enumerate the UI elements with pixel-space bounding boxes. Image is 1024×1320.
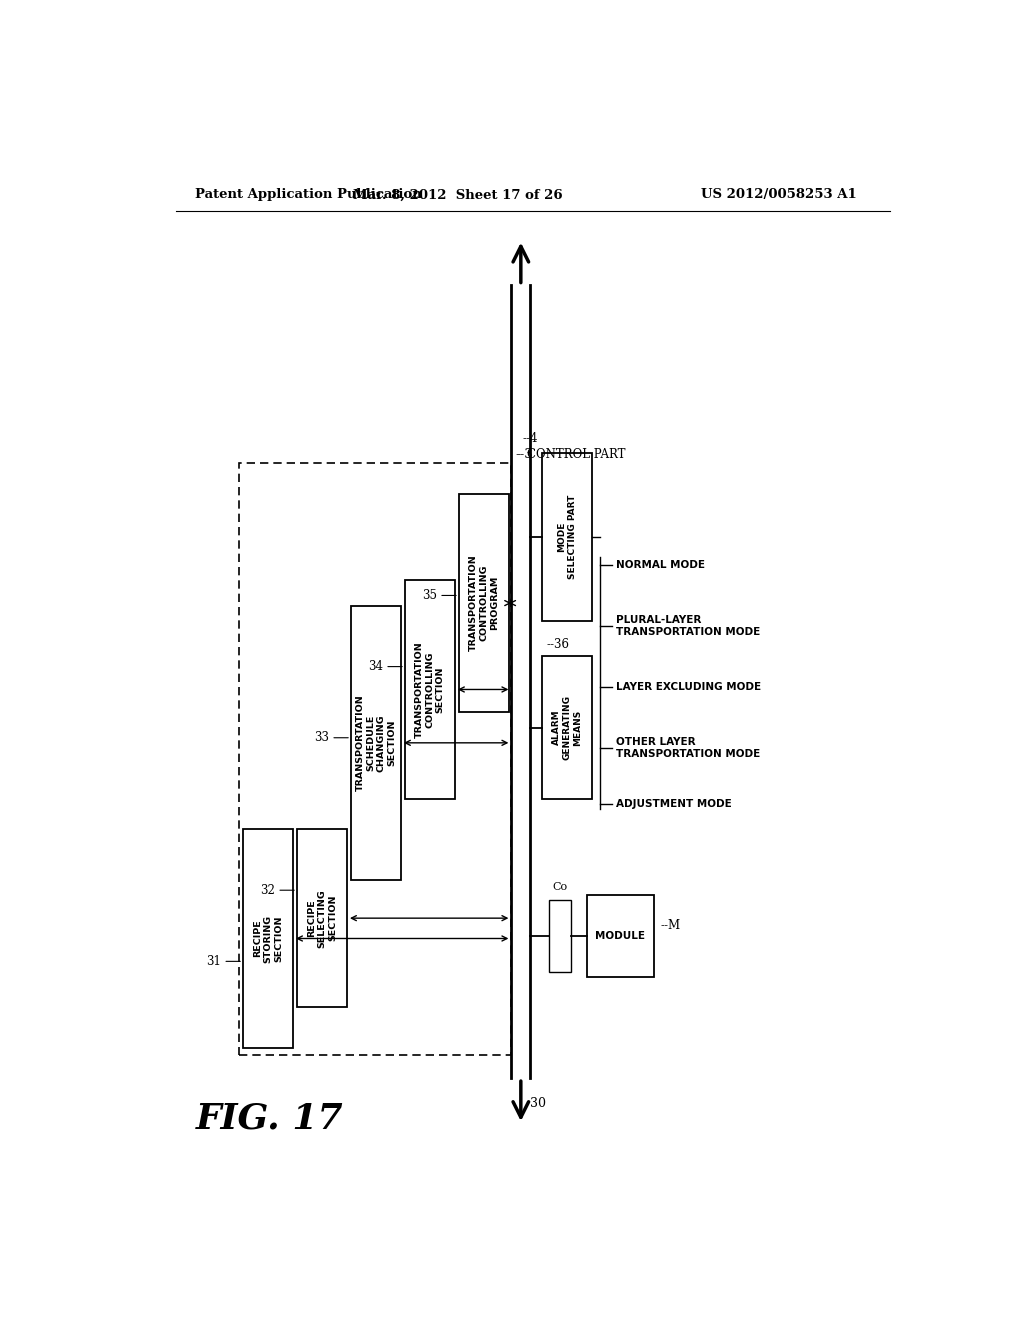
FancyBboxPatch shape (543, 656, 592, 799)
Text: Mar. 8, 2012  Sheet 17 of 26: Mar. 8, 2012 Sheet 17 of 26 (352, 189, 562, 202)
FancyBboxPatch shape (297, 829, 347, 1007)
Text: --36: --36 (546, 639, 569, 651)
Text: 30: 30 (530, 1097, 547, 1110)
Text: Patent Application Publication: Patent Application Publication (196, 189, 422, 202)
Text: OTHER LAYER
TRANSPORTATION MODE: OTHER LAYER TRANSPORTATION MODE (616, 737, 760, 759)
FancyBboxPatch shape (549, 900, 570, 972)
Text: --3: --3 (515, 449, 534, 461)
FancyBboxPatch shape (587, 895, 654, 977)
Text: TRANSPORTATION
CONTROLLING
SECTION: TRANSPORTATION CONTROLLING SECTION (415, 642, 444, 738)
Text: MODE
SELECTING PART: MODE SELECTING PART (557, 495, 577, 579)
Text: ALARM
GENERATING
MEANS: ALARM GENERATING MEANS (552, 696, 583, 760)
Text: 35: 35 (422, 589, 436, 602)
FancyBboxPatch shape (243, 829, 293, 1048)
FancyBboxPatch shape (351, 606, 401, 880)
FancyBboxPatch shape (404, 581, 455, 799)
Text: --4: --4 (523, 432, 539, 445)
Text: ADJUSTMENT MODE: ADJUSTMENT MODE (616, 799, 732, 809)
Text: US 2012/0058253 A1: US 2012/0058253 A1 (700, 189, 857, 202)
Text: Co: Co (552, 882, 567, 892)
Text: NORMAL MODE: NORMAL MODE (616, 560, 706, 570)
Text: RECIPE
SELECTING
SECTION: RECIPE SELECTING SECTION (307, 888, 337, 948)
Text: 34: 34 (368, 660, 383, 673)
Text: MODULE: MODULE (595, 931, 645, 941)
Text: FIG. 17: FIG. 17 (196, 1102, 343, 1137)
Text: PLURAL-LAYER
TRANSPORTATION MODE: PLURAL-LAYER TRANSPORTATION MODE (616, 615, 760, 636)
FancyBboxPatch shape (543, 453, 592, 620)
Text: TRANSPORTATION
SCHEDULE
CHANGING
SECTION: TRANSPORTATION SCHEDULE CHANGING SECTION (356, 694, 396, 791)
Text: 32: 32 (260, 883, 274, 896)
FancyBboxPatch shape (459, 494, 509, 713)
Text: RECIPE
STORING
SECTION: RECIPE STORING SECTION (253, 915, 283, 962)
Text: 31: 31 (206, 954, 221, 968)
Text: TRANSPORTATION
CONTROLLING
PROGRAM: TRANSPORTATION CONTROLLING PROGRAM (469, 554, 499, 652)
Text: --M: --M (660, 919, 681, 932)
Text: CONTROL PART: CONTROL PART (527, 449, 626, 461)
Text: LAYER EXCLUDING MODE: LAYER EXCLUDING MODE (616, 682, 761, 692)
Text: 33: 33 (313, 731, 329, 744)
